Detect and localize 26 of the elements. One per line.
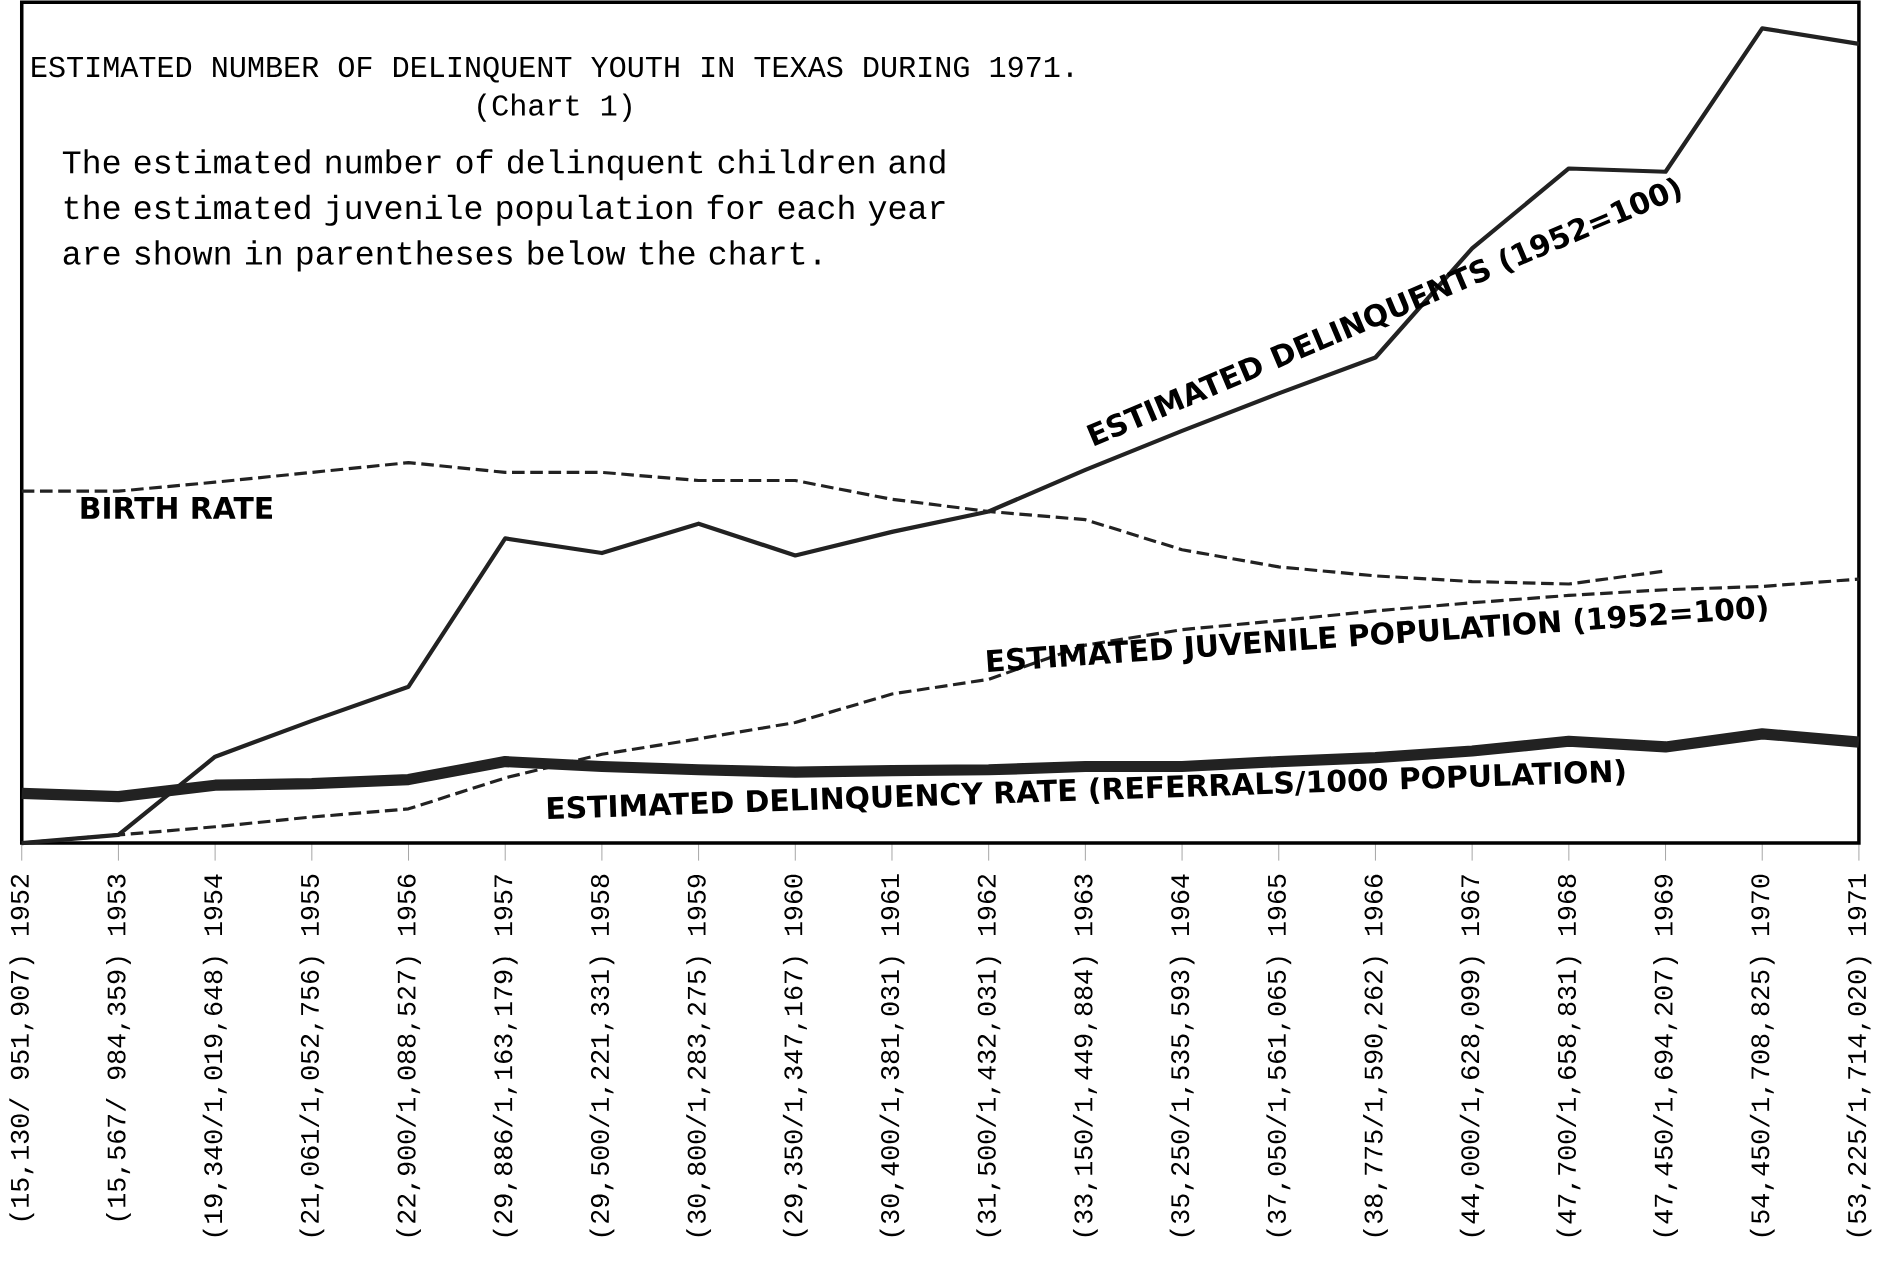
x-tick-label: (54,450/1,708,825) 1970: [1749, 874, 1775, 1237]
x-tick-label: (30,400/1,381,031) 1961: [879, 874, 905, 1237]
x-tick-label: (44,000/1,628,099) 1967: [1459, 875, 1485, 1237]
series-label: ESTIMATED JUVENILE POPULATION (1952=100): [986, 595, 1767, 672]
x-tick-label: (33,150/1,449,884) 1963: [1072, 874, 1098, 1237]
x-tick-label: (15,567/ 984,359) 1953: [106, 874, 131, 1221]
x-tick-label: (53,225/1,714,020) 1971: [1846, 874, 1872, 1237]
series-label: ESTIMATED DELINQUENCY RATE (REFERRALS/1000 POPULATION): [547, 759, 1625, 820]
series-label: BIRTH RATE: [81, 496, 272, 519]
x-tick-label: (47,450/1,694,207) 1969: [1653, 874, 1678, 1237]
x-tick-label: (30,800/1,283,275) 1959: [686, 874, 712, 1237]
x-tick-label: (29,350/1,347,167) 1960: [782, 874, 808, 1237]
x-tick-label: (47,700/1,658,831) 1968: [1556, 874, 1582, 1237]
text: ESTIMATED NUMBER OF DELINQUENT YOUTH IN TEXAS DURING 1971.: [32, 56, 1072, 83]
x-tick-label: (15,130/ 951,907) 1952: [9, 874, 35, 1221]
x-tick-label: (29,500/1,221,331) 1958: [589, 874, 615, 1237]
x-tick-label: (22,900/1,088,527) 1956: [396, 874, 421, 1237]
annotation: The estimated number of delinquent children and the estimated juvenile population for each year are shown in parentheses below the chart.: [62, 149, 945, 272]
x-tick-label: (37,050/1,561,065) 1965: [1266, 874, 1292, 1237]
x-tick-label: (35,250/1,535,593) 1964: [1169, 874, 1195, 1237]
x-tick-label: (31,500/1,432,031) 1962: [976, 874, 1002, 1237]
x-tick-label: (29,886/1,163,179) 1957: [492, 875, 518, 1237]
x-tick-label: (21,061/1,052,756) 1955: [299, 874, 325, 1237]
x-tick-label: (19,340/1,019,648) 1954: [202, 874, 228, 1237]
text: (Chart 1): [478, 93, 631, 122]
x-tick-label: (38,775/1,590,262) 1966: [1363, 874, 1388, 1237]
